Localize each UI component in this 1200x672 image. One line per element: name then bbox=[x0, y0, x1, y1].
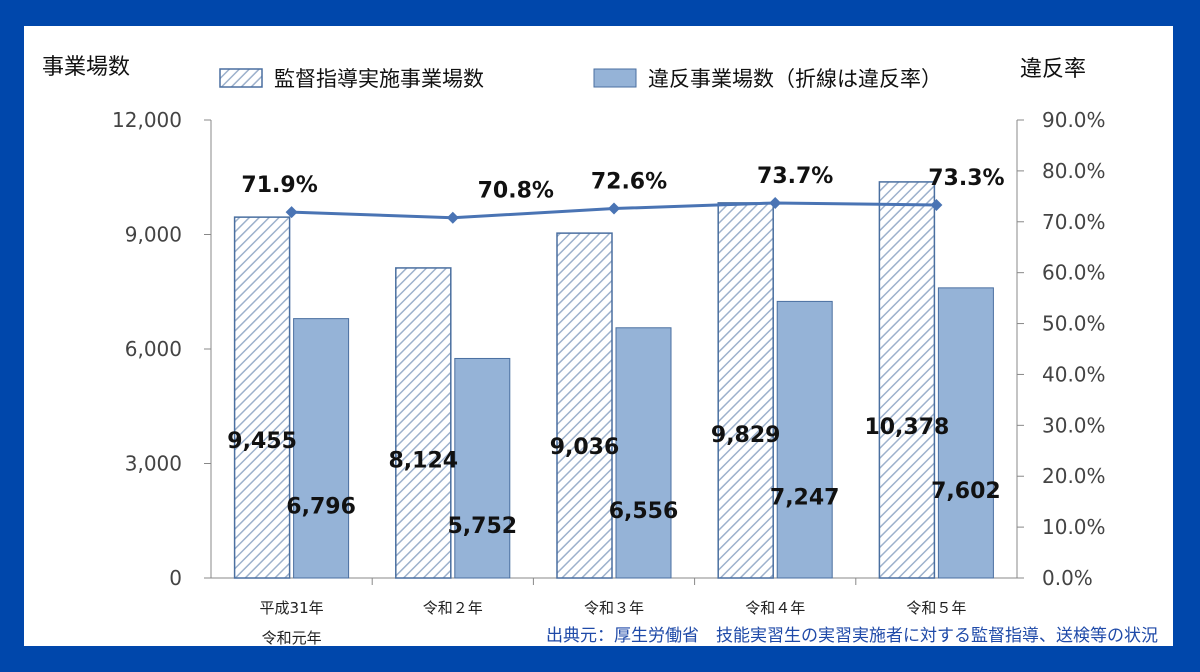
rate-label: 70.8% bbox=[478, 179, 554, 204]
bar-planned-label: 8,124 bbox=[389, 449, 459, 474]
y-right-tick-label: 40.0% bbox=[1042, 362, 1106, 386]
bar-planned bbox=[556, 232, 613, 579]
y-right-tick-label: 30.0% bbox=[1042, 413, 1106, 437]
y-tick-label: 9,000 bbox=[125, 223, 182, 247]
bar-planned-label: 9,829 bbox=[711, 423, 781, 448]
rate-point bbox=[446, 211, 459, 224]
bar-planned-label: 9,036 bbox=[550, 435, 620, 460]
rate-label: 73.3% bbox=[928, 166, 1004, 191]
rate-label: 72.6% bbox=[591, 170, 667, 195]
chart: 事業場数 違反率 監督指導実施事業場数 違反事業場数（折線は違反率） 0 3,00… bbox=[42, 55, 1158, 646]
source-note: 出典元：厚生労働省 技能実習生の実習実施者に対する監督指導、送検等の状況 bbox=[546, 626, 1158, 646]
violation-rate-line bbox=[285, 196, 943, 224]
bar-violation bbox=[776, 300, 833, 579]
legend: 監督指導実施事業場数 違反事業場数（折線は違反率） bbox=[219, 67, 942, 91]
y-right-tick-label: 80.0% bbox=[1042, 159, 1106, 183]
legend-label-violation: 違反事業場数（折線は違反率） bbox=[648, 67, 942, 91]
x-tick-label: 令和元年 bbox=[262, 629, 322, 646]
bar-planned bbox=[395, 267, 452, 579]
y-axis-title: 事業場数 bbox=[42, 55, 130, 80]
axes: 0 3,000 6,000 9,000 12,000 0.0% 10.0% 20.0% 30.0… bbox=[112, 108, 1106, 646]
x-tick-label: 令和４年 bbox=[745, 599, 805, 617]
bar-violation-label: 5,752 bbox=[448, 514, 518, 539]
legend-label-planned: 監督指導実施事業場数 bbox=[274, 67, 484, 91]
y-right-tick-label: 90.0% bbox=[1042, 108, 1106, 132]
bar-violation-label: 7,602 bbox=[931, 479, 1001, 504]
bar-violation-label: 6,796 bbox=[286, 494, 356, 519]
y-right-tick-label: 0.0% bbox=[1042, 566, 1093, 590]
bar-planned bbox=[878, 181, 936, 579]
x-tick-label: 令和２年 bbox=[423, 599, 483, 617]
y-right-tick-label: 20.0% bbox=[1042, 464, 1106, 488]
rate-label: 73.7% bbox=[757, 164, 833, 189]
x-tick-label: 平成31年 bbox=[260, 599, 324, 617]
bar-violation bbox=[937, 287, 994, 579]
bar-planned-label: 10,378 bbox=[864, 415, 949, 440]
y-right-tick-label: 70.0% bbox=[1042, 210, 1106, 234]
y-right-tick-label: 60.0% bbox=[1042, 261, 1106, 285]
data-labels: 9,455 6,796 8,124 5,752 9,036 6,556 9,829 7,247… bbox=[227, 164, 1004, 539]
chart-panel: 事業場数 違反率 監督指導実施事業場数 違反事業場数（折線は違反率） 0 3,00… bbox=[24, 26, 1173, 646]
y-tick-label: 0 bbox=[169, 566, 182, 590]
rate-point bbox=[930, 198, 943, 211]
y-right-tick-label: 50.0% bbox=[1042, 312, 1106, 336]
bar-violation-label: 6,556 bbox=[609, 499, 679, 524]
legend-swatch-planned bbox=[219, 68, 263, 88]
y-tick-label: 6,000 bbox=[125, 337, 182, 361]
y-tick-label: 3,000 bbox=[125, 452, 182, 476]
rate-point bbox=[769, 196, 782, 209]
rate-point bbox=[608, 202, 620, 215]
bar-planned bbox=[717, 202, 774, 579]
bar-violation bbox=[293, 318, 350, 579]
rate-label: 71.9% bbox=[241, 173, 317, 198]
bar-violation bbox=[454, 357, 511, 579]
bar-planned-label: 9,455 bbox=[227, 429, 297, 454]
bar-violation bbox=[615, 327, 672, 579]
y-tick-label: 12,000 bbox=[112, 108, 182, 132]
bars bbox=[233, 181, 994, 579]
legend-swatch-violation bbox=[593, 68, 637, 88]
y-axis-right-title: 違反率 bbox=[1020, 57, 1086, 82]
bar-planned bbox=[233, 216, 291, 579]
x-tick-label: 令和３年 bbox=[584, 599, 644, 617]
x-tick-label: 令和５年 bbox=[906, 599, 966, 617]
rate-point bbox=[285, 206, 298, 219]
y-right-tick-label: 10.0% bbox=[1042, 515, 1106, 539]
bar-violation-label: 7,247 bbox=[770, 486, 840, 511]
